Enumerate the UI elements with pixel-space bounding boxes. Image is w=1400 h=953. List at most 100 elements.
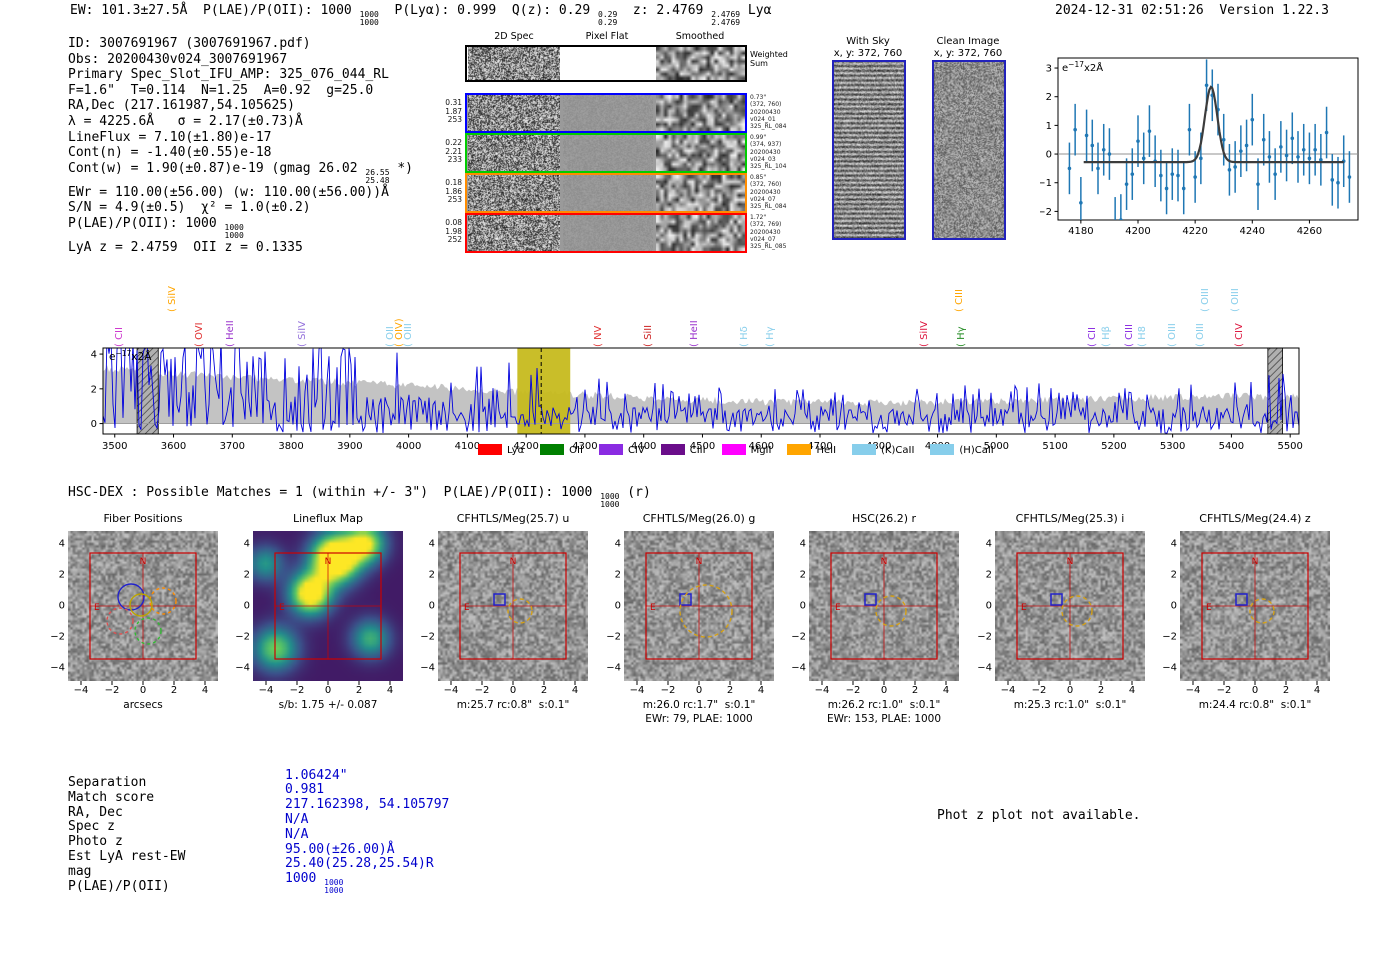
legend-label: HeII (816, 445, 837, 456)
cutout-ytick: −4 (606, 662, 621, 674)
svg-text:4600: 4600 (749, 441, 774, 452)
legend-item: HeII (787, 444, 836, 456)
cutout-ytick: 0 (428, 600, 435, 612)
cutout-xtick: −4 (1185, 685, 1201, 696)
spec2d-2d-image (468, 175, 560, 211)
cutout-title: CFHTLS/Meg(26.0) g (642, 512, 756, 525)
line-fit-zoom-plot: 3 2 1 0 −1 −2 4180 4200 4220 4240 4260 e−17x2Å (1037, 48, 1380, 238)
spec2d-row (465, 173, 747, 213)
header-summary: EW: 101.3±27.5Å P(LAE)/P(OII): 1000 1000… (70, 3, 771, 27)
spec2d-row (465, 213, 747, 253)
hscdex-match-line: HSC-DEX : Possible Matches = 1 (within +… (68, 485, 651, 509)
svg-text:4400: 4400 (631, 441, 656, 452)
cutout-ytick: 2 (428, 569, 435, 581)
cutout-xtick: −4 (443, 685, 459, 696)
svg-text:N: N (1067, 557, 1074, 567)
cutout-ytick: 2 (985, 569, 992, 581)
cutout-title: CFHTLS/Meg(24.4) z (1199, 512, 1311, 525)
cutout-overlay: NE (265, 552, 391, 685)
spectral-line-label: ( OIII (1195, 323, 1206, 347)
cutout-title: HSC(26.2) r (851, 512, 917, 525)
cutout-overlay: NE (1007, 552, 1133, 685)
svg-text:4: 4 (91, 350, 97, 361)
match-label: mag (68, 863, 92, 879)
legend-item: MgII (721, 444, 772, 456)
cutout-xtick: 4 (757, 685, 765, 696)
legend-item: (H)CaII (930, 444, 994, 456)
spec2d-smoothed-image (656, 175, 745, 211)
spectral-line-label: ( CII (114, 327, 125, 347)
cutout-title: Fiber Positions (103, 512, 183, 525)
cutout-ytick: 2 (58, 569, 65, 581)
clean-image (934, 62, 1004, 238)
svg-text:4240: 4240 (1240, 226, 1265, 237)
cutout-caption-1: m:25.3 rc:1.0" s:0.1" (1013, 699, 1127, 711)
cutout-ytick: −2 (1162, 631, 1177, 643)
legend-swatch (852, 444, 877, 455)
weighted-sum-row (465, 45, 747, 82)
cutout-xtick: 4 (571, 685, 579, 696)
legend-label: CIV (627, 445, 645, 456)
cutout-xtick: 4 (1128, 685, 1136, 696)
svg-text:N: N (1252, 557, 1259, 567)
svg-text:3700: 3700 (220, 441, 245, 452)
clean-image-coords: x, y: 372, 760 (933, 48, 1003, 59)
cutout-xtick: 0 (324, 685, 332, 696)
cutout-ytick: −4 (791, 662, 806, 674)
cutout-ytick: −4 (420, 662, 435, 674)
spectral-line-label: ( Hβ (1101, 326, 1112, 347)
cutout-xtick: 2 (355, 685, 363, 696)
cutout-xtick: 4 (1313, 685, 1321, 696)
cutout-ytick: 0 (1170, 600, 1177, 612)
svg-text:E: E (650, 603, 656, 613)
cutout-overlay: NE (1192, 552, 1318, 685)
spec2d-smoothed-image (656, 135, 745, 171)
svg-text:N: N (325, 557, 332, 567)
spectral-line-label: ( HeII (689, 320, 700, 347)
spec2d-row (465, 93, 747, 133)
svg-text:4180: 4180 (1068, 226, 1093, 237)
header-plya-qz: P(Lyα): 0.999 Q(z): 0.29 (378, 3, 599, 18)
cutout-ytick: 2 (243, 569, 250, 581)
cutout-xtick: 4 (942, 685, 950, 696)
spectral-line-label: ( CII (1087, 327, 1098, 347)
clean-image-panel (932, 60, 1006, 240)
cutout-ytick: 4 (614, 538, 621, 550)
svg-text:E: E (279, 603, 285, 613)
svg-text:3600: 3600 (161, 441, 186, 452)
clean-image-header: Clean Image x, y: 372, 760 (920, 36, 1016, 60)
cutout-xtick: −4 (73, 685, 89, 696)
info-line-3: F=1.6" T=0.114 N=1.25 A=0.92 g=25.0 (68, 82, 374, 98)
hscdex-plae-fraction: 1000 1000 (600, 492, 620, 509)
match-label: Est LyA rest-EW (68, 849, 186, 864)
spectral-line-label: ( OIII (1200, 288, 1211, 312)
cutout-overlay: NE (821, 552, 947, 685)
svg-text:5500: 5500 (1277, 441, 1302, 452)
cutout-ytick: 4 (1170, 538, 1177, 550)
full-spectrum-svg: 0 2 4 3500 3600 3700 3800 3900 4000 4100 4200 4300 4… (91, 347, 1303, 452)
cutout-ytick: −2 (791, 631, 806, 643)
cutout-ytick: 2 (799, 569, 806, 581)
legend-label: MgII (750, 445, 772, 456)
match-label: Match score (68, 789, 155, 805)
spec2d-right-labels: 0.73" (372, 760) 20200430 v024_01 325_RL_084 (750, 94, 787, 131)
spectral-line-label: ( SiII (643, 324, 654, 347)
weighted-2dspec-image (468, 47, 560, 80)
legend-swatch (930, 444, 955, 455)
spectral-line-label: ( CIV (1234, 323, 1245, 347)
svg-text:3500: 3500 (102, 441, 127, 452)
cutout-xtick: −4 (1000, 685, 1016, 696)
match-label: Separation (68, 775, 147, 790)
svg-text:3900: 3900 (337, 441, 362, 452)
match-label: P(LAE)/P(OII) (68, 878, 170, 894)
svg-text:4700: 4700 (807, 441, 832, 452)
svg-text:0: 0 (91, 419, 97, 430)
svg-text:2: 2 (1046, 92, 1052, 103)
spec2d-right-labels: 0.85" (372, 760) 20200430 v024_07 325_RL_084 (750, 174, 787, 211)
header-z: z: 2.4769 (617, 3, 712, 18)
match-value: N/A (285, 811, 309, 827)
cutout-xtick: −4 (258, 685, 274, 696)
cutout-caption-1: arcsecs (123, 699, 163, 711)
cutout-xtick: −4 (629, 685, 645, 696)
cutout-xtick: 2 (911, 685, 919, 696)
